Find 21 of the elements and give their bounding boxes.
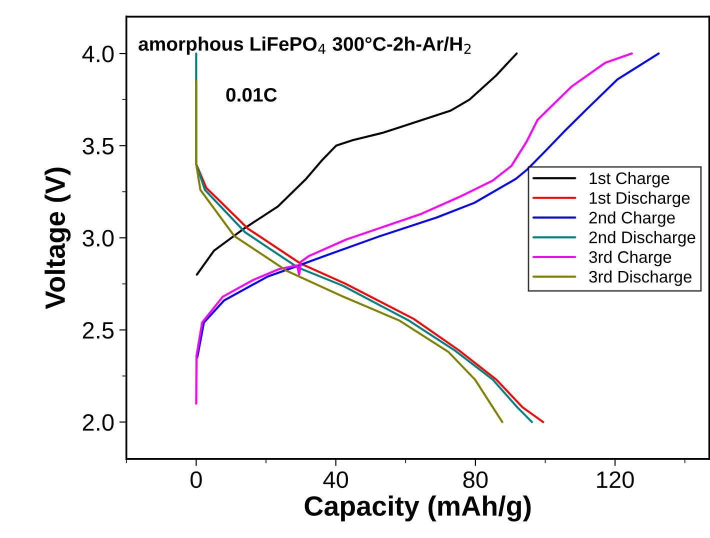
- annotation: amorphous LiFePO$_{4}$ 300°C-2h-Ar/H$_{2}$: [138, 36, 471, 55]
- x-tick-label: 40: [323, 471, 348, 488]
- line-series: [195, 80, 504, 424]
- legend-label: 1st Charge: [590, 172, 670, 188]
- x-tick-label: 0: [190, 471, 202, 488]
- legend-label: 1st Discharge: [590, 192, 690, 208]
- x-tick-label: 120: [597, 471, 634, 488]
- y-tick-label: 2.0: [82, 414, 114, 431]
- y-tick-label: 4.0: [82, 46, 114, 62]
- x-axis-title: Capacity (mAh/g): [304, 496, 531, 522]
- legend-label: 3rd Discharge: [589, 270, 692, 286]
- legend-label: 2nd Charge: [589, 211, 675, 227]
- y-tick-label: 2.5: [82, 322, 114, 339]
- y-tick-label: 3.0: [82, 230, 114, 247]
- y-axis-title: Voltage (V): [44, 168, 71, 310]
- legend-label: 2nd Discharge: [589, 231, 696, 247]
- y-tick-label: 3.5: [82, 138, 114, 154]
- line-series: [195, 163, 544, 424]
- x-tick-label: 80: [463, 471, 488, 488]
- annotation: 0.01C: [226, 88, 277, 102]
- legend-label: 3rd Charge: [589, 250, 672, 266]
